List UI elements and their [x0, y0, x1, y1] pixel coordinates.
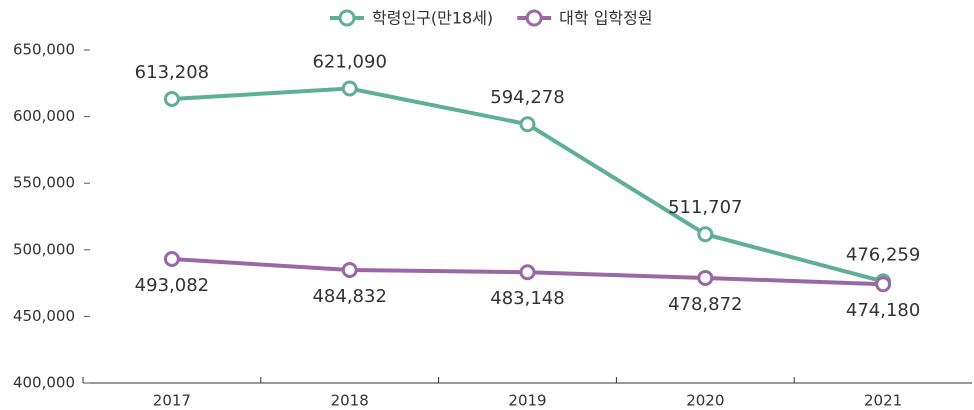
- legend-label: 학령인구(만18세): [372, 9, 493, 28]
- point: [697, 269, 714, 286]
- data-label: 476,259: [846, 244, 920, 265]
- point: [519, 264, 536, 281]
- point: [519, 116, 536, 133]
- point: [341, 262, 358, 279]
- legend-marker: [525, 9, 543, 27]
- data-label: 493,082: [135, 275, 209, 296]
- x-tick-label: 2021: [864, 392, 902, 410]
- data-label: 511,707: [668, 197, 742, 218]
- y-tick-label: 500,000: [13, 240, 75, 258]
- x-tick-label: 2019: [508, 392, 546, 410]
- x-tick-label: 2018: [331, 392, 369, 410]
- legend-marker: [338, 9, 356, 27]
- y-tick-label: 400,000: [13, 374, 75, 392]
- point: [163, 251, 180, 268]
- legend-label: 대학 입학정원: [559, 9, 652, 28]
- y-tick-label: 650,000: [13, 41, 75, 59]
- data-label: 474,180: [846, 300, 920, 321]
- x-tick-label: 2020: [686, 392, 724, 410]
- point: [875, 276, 892, 293]
- data-label: 613,208: [135, 62, 209, 83]
- point: [697, 226, 714, 243]
- y-tick-label: 600,000: [13, 107, 75, 125]
- y-tick-label: 550,000: [13, 174, 75, 192]
- data-label: 621,090: [312, 52, 386, 73]
- data-label: 594,278: [490, 87, 564, 108]
- y-tick-label: 450,000: [13, 307, 75, 325]
- x-tick-label: 2017: [153, 392, 191, 410]
- point: [163, 91, 180, 108]
- data-label: 483,148: [490, 288, 564, 309]
- data-label: 478,872: [668, 294, 742, 315]
- point: [341, 80, 358, 97]
- data-label: 484,832: [312, 286, 386, 307]
